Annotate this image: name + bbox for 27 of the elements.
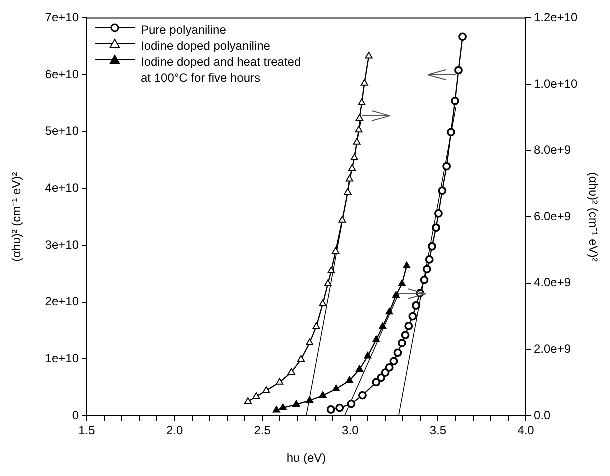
y2-tick-label: 1.0e+10 [534,76,578,91]
legend-label: Iodine doped polyaniline [141,38,270,54]
y-tick-label: 3e+10 [45,238,80,252]
x-axis-title: hυ (eV) [286,451,326,466]
y2-tick-label: 2.0e+9 [534,342,572,356]
y2-tick-label: 6.0e+9 [534,209,572,224]
y-tick-label: 2e+10 [45,294,80,309]
y2-axis-title: (αhυ)² (cm⁻¹ eV)² [586,172,600,262]
x-tick-label: 1.5 [78,424,96,438]
y-tick-label: 7e+10 [45,10,80,25]
legend-label: Pure polyaniline [141,22,226,38]
legend-label: Iodine doped and heat treated at 100°C for five hours [141,54,302,86]
x-tick-label: 3.5 [430,424,447,438]
y2-tick-label: 4.0e+9 [534,276,572,290]
y-axis-title: (αhυ)² (cm⁻¹ eV)² [10,172,24,262]
x-tick-label: 2.5 [254,424,272,438]
y-tick-label: 5e+10 [45,124,80,138]
x-tick-label: 3.0 [342,424,360,438]
y2-tick-label: 0.0 [534,408,552,422]
y-tick-label: 4e+10 [45,181,80,195]
y-tick-label: 0 [72,408,80,422]
y2-tick-label: 8.0e+9 [534,143,572,158]
y-tick-label: 6e+10 [45,67,80,82]
y2-tick-label: 1.2e+10 [534,10,578,25]
y-tick-label: 1e+10 [45,351,80,366]
x-tick-label: 4.0 [518,424,535,438]
text: 2.0 [166,424,184,438]
